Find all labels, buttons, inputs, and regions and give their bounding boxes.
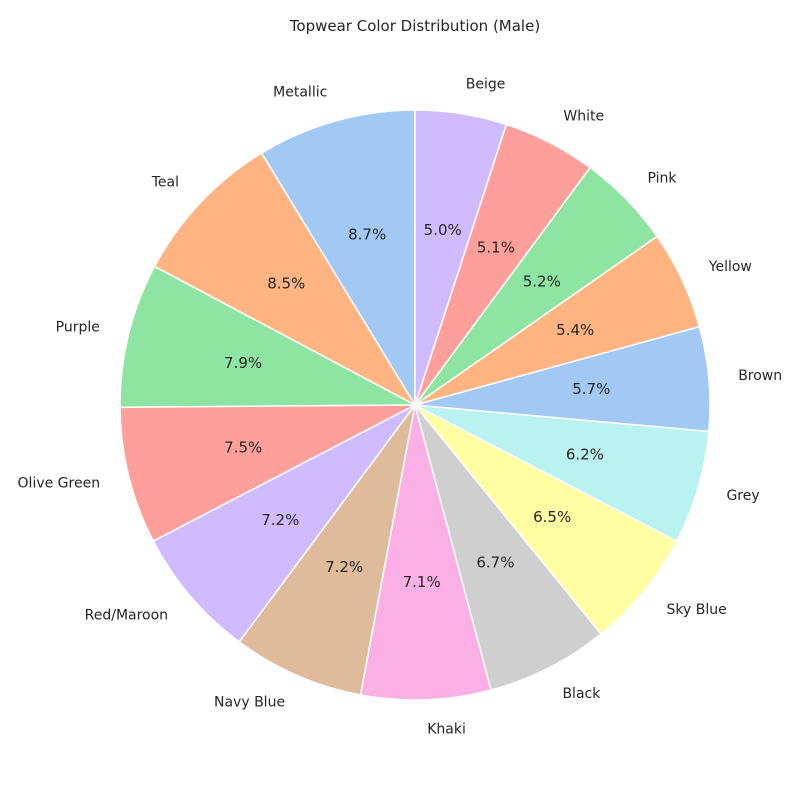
slice-label-white: White [563,108,604,124]
percent-label-brown: 5.7% [572,380,610,398]
percent-label-khaki: 7.1% [403,573,441,591]
slice-red-maroon [152,404,416,643]
percent-label-yellow: 5.4% [556,321,594,339]
slice-label-teal: Teal [151,174,179,190]
slice-label-black: Black [562,686,601,702]
slice-label-red-maroon: Red/Maroon [85,608,168,624]
slice-metallic [260,109,416,408]
slice-purple [119,265,416,409]
percent-label-beige: 5.0% [424,221,462,239]
slice-label-navy-blue: Navy Blue [214,694,285,710]
slice-navy-blue [238,404,416,696]
slice-labels: Metallic Teal Purple Olive Green Red/Maroon N… [18,77,783,738]
slice-beige [414,109,508,406]
slice-label-pink: Pink [648,171,678,187]
percent-label-pink: 5.2% [523,273,561,291]
percent-label-black: 6.7% [476,554,514,572]
slice-khaki [359,404,493,701]
slice-label-olive-green: Olive Green [18,475,101,491]
slice-grey [414,404,710,543]
percent-label-navy-blue: 7.2% [325,558,363,576]
pie-slices [119,109,711,701]
slice-black [414,404,603,691]
percent-label-metallic: 8.7% [348,226,386,244]
percent-label-red-maroon: 7.2% [261,511,299,529]
slice-sky-blue [414,404,678,635]
slice-teal [153,152,418,407]
slice-label-brown: Brown [738,368,782,384]
slice-olive-green [119,404,416,543]
percent-label-teal: 8.5% [267,275,305,293]
slice-label-yellow: Yellow [708,259,752,275]
percent-labels: 8.7% 8.5% 7.9% 7.5% 7.2% 7.2% 7.1% 6.7% 6.5% 6.2%… [224,221,610,591]
chart-title: Topwear Color Distribution (Male) [289,17,540,35]
slice-label-metallic: Metallic [273,85,327,101]
slice-label-sky-blue: Sky Blue [667,602,727,618]
percent-label-grey: 6.2% [566,446,604,464]
slice-label-khaki: Khaki [427,721,466,737]
slice-label-purple: Purple [56,320,100,336]
percent-label-olive-green: 7.5% [224,439,262,457]
slice-label-beige: Beige [466,77,506,93]
percent-label-white: 5.1% [477,239,515,257]
percent-label-purple: 7.9% [224,354,262,372]
percent-label-sky-blue: 6.5% [533,508,571,526]
slice-label-grey: Grey [726,488,759,504]
